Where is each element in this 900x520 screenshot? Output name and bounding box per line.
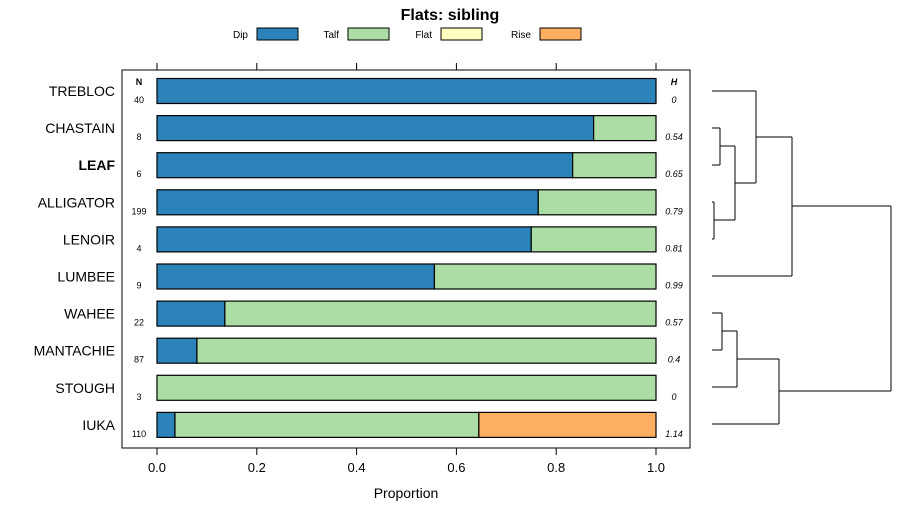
category-label-trebloc: TREBLOC: [49, 83, 115, 99]
n-value: 4: [136, 243, 141, 253]
n-value: 3: [136, 392, 141, 402]
category-label-chastain: CHASTAIN: [45, 120, 115, 136]
n-value: 9: [136, 281, 141, 291]
n-values: 40 8 6 199 4 9 22 87 3 110: [131, 95, 146, 439]
n-value: 87: [134, 355, 144, 365]
dendrogram: [712, 90, 892, 425]
h-column-header: H: [671, 77, 678, 87]
bar-segment-iuka-rise: [478, 411, 657, 438]
bar-segment-lumbee-talf: [433, 263, 657, 290]
x-tick-label: 0.2: [248, 460, 266, 475]
bar-segment-wahee-talf: [224, 300, 657, 327]
h-value: 0: [671, 392, 676, 402]
category-label-lenoir: LENOIR: [63, 231, 115, 247]
h-values: 0 0.54 0.65 0.79 0.81 0.99 0.57 0.4 0 1.14: [665, 95, 684, 439]
x-tick-label: 0.6: [447, 460, 465, 475]
x-tick-label: 0.4: [348, 460, 366, 475]
legend-swatch-rise: [539, 27, 582, 41]
bar-segment-leaf-dip: [156, 152, 574, 179]
bar-segment-iuka-dip: [156, 411, 176, 438]
legend: Dip Talf Flat Rise: [233, 27, 582, 41]
x-axis: 0.0 0.2 0.4 0.6 0.8 1.0: [148, 63, 665, 475]
chart-title: Flats: sibling: [401, 7, 500, 24]
h-value: 0.79: [665, 206, 683, 216]
h-value: 1.14: [665, 429, 683, 439]
n-value: 40: [134, 95, 144, 105]
legend-label-talf: Talf: [323, 30, 339, 41]
n-value: 110: [132, 429, 146, 439]
bar-segment-alligator-talf: [537, 189, 657, 216]
h-value: 0.65: [665, 169, 684, 179]
n-column-header: N: [136, 77, 143, 87]
bar-segment-chastain-talf: [593, 114, 657, 142]
bar-segment-trebloc-dip: [156, 77, 657, 105]
category-label-mantachie: MANTACHIE: [34, 343, 115, 359]
bars-group: [156, 77, 657, 438]
category-label-iuka: IUKA: [82, 417, 115, 433]
h-value: 0.54: [665, 132, 683, 142]
category-label-alligator: ALLIGATOR: [38, 194, 115, 210]
category-label-stough: STOUGH: [55, 380, 115, 396]
bar-segment-mantachie-talf: [196, 337, 657, 364]
category-label-lumbee: LUMBEE: [57, 269, 115, 285]
plot-frame: [121, 69, 691, 449]
x-axis-label: Proportion: [374, 485, 439, 501]
category-label-leaf: LEAF: [78, 157, 115, 173]
x-tick-label: 1.0: [647, 460, 665, 475]
bar-segment-lumbee-dip: [156, 263, 436, 290]
legend-label-rise: Rise: [511, 30, 531, 41]
bar-segment-lenoir-talf: [530, 226, 657, 253]
bar-segment-leaf-talf: [572, 152, 657, 179]
h-value: 0.99: [665, 281, 683, 291]
legend-swatch-flat: [440, 27, 483, 41]
n-value: 199: [131, 206, 146, 216]
bar-segment-lenoir-dip: [156, 226, 532, 253]
bar-segment-chastain-dip: [156, 114, 595, 142]
n-value: 22: [134, 318, 144, 328]
bar-segment-wahee-dip: [156, 300, 226, 327]
legend-label-flat: Flat: [415, 30, 432, 41]
x-tick-label: 0.0: [148, 460, 166, 475]
bar-segment-alligator-dip: [156, 189, 539, 216]
legend-swatch-dip: [256, 27, 299, 41]
n-value: 8: [136, 132, 141, 142]
h-value: 0.57: [665, 318, 684, 328]
category-label-wahee: WAHEE: [64, 306, 115, 322]
n-value: 6: [136, 169, 141, 179]
h-value: 0.81: [665, 243, 683, 253]
x-tick-label: 0.8: [547, 460, 565, 475]
bar-segment-iuka-talf: [174, 411, 480, 438]
legend-label-dip: Dip: [233, 30, 248, 41]
legend-swatch-talf: [347, 27, 390, 41]
bar-segment-mantachie-dip: [156, 337, 198, 364]
category-labels: TREBLOC CHASTAIN LEAF ALLIGATOR LENOIR LUMBEE…: [34, 83, 116, 433]
bar-segment-stough-talf: [156, 374, 657, 401]
h-value: 0: [671, 95, 676, 105]
h-value: 0.4: [668, 355, 681, 365]
